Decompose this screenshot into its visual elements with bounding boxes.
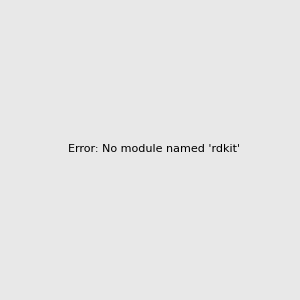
Text: Error: No module named 'rdkit': Error: No module named 'rdkit' — [68, 143, 240, 154]
